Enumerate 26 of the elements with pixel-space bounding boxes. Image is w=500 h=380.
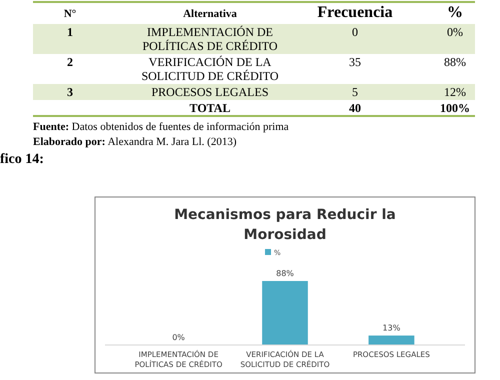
data-label: 0%: [172, 333, 186, 342]
chart-title: Mecanismos para Reducir la Morosidad: [174, 207, 396, 243]
text: 88%: [444, 55, 466, 69]
text: PROCESOS LEGALES: [151, 85, 269, 99]
text: 1: [67, 25, 73, 39]
text: Alternativa: [183, 8, 238, 20]
data-label: 88%: [276, 269, 294, 278]
text: Frecuencia: [317, 4, 393, 21]
text: 0%: [447, 25, 463, 39]
text: 12%: [444, 85, 466, 99]
source-note: Fuente: Datos obtenidos de fuentes de información prima: [33, 121, 289, 133]
text: 3: [67, 85, 73, 99]
text: IMPLEMENTACIÓN DE POLÍTICAS DE CRÉDITO: [142, 25, 278, 53]
text: 35: [349, 55, 361, 69]
text: 40: [349, 101, 361, 115]
text: 5: [352, 85, 358, 99]
text: Elaborado por: Alexandra M. Jara Ll. (2013): [33, 136, 237, 148]
text: TOTAL: [190, 101, 230, 115]
text: 0: [352, 25, 358, 39]
text: fico 14:: [0, 152, 44, 167]
text: 100%: [440, 101, 470, 115]
text: VERIFICACIÓN DE LA SOLICITUD DE CRÉDITO: [141, 55, 279, 83]
data-label: 13%: [382, 324, 401, 333]
text: N°: [64, 8, 76, 20]
text: %: [447, 4, 463, 21]
text: 2: [67, 55, 73, 69]
